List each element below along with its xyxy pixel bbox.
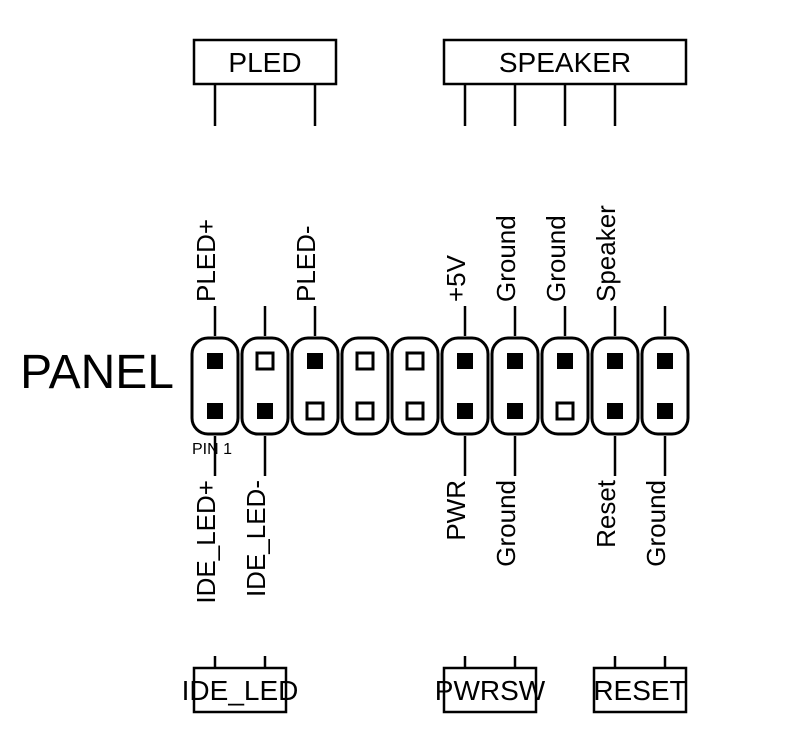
pin-filled (457, 403, 473, 419)
group-label-bottom: PWRSW (435, 675, 546, 706)
pin-label-bottom: PWR (441, 480, 471, 541)
pin-label-top: +5V (441, 254, 471, 302)
panel-title: PANEL (20, 346, 174, 399)
pin-filled (507, 353, 523, 369)
pin-filled (657, 353, 673, 369)
group-label-top: PLED (228, 47, 301, 78)
pin-label-top: PLED+ (191, 219, 221, 302)
pin-filled (257, 403, 273, 419)
pin-label-bottom: IDE_LED- (241, 480, 271, 597)
group-label-bottom: RESET (593, 675, 686, 706)
group-label-bottom: IDE_LED (182, 675, 299, 706)
pin-column-outline (592, 338, 638, 434)
pin-filled (557, 353, 573, 369)
pin-label-top: PLED- (291, 225, 321, 302)
pin-column-outline (492, 338, 538, 434)
group-label-top: SPEAKER (499, 47, 631, 78)
pin-filled (207, 353, 223, 369)
pin-label-top: Ground (541, 215, 571, 302)
pin-filled (657, 403, 673, 419)
pin-label-top: Speaker (591, 205, 621, 302)
pin-filled (457, 353, 473, 369)
pin-label-bottom: Ground (491, 480, 521, 567)
pin-filled (207, 403, 223, 419)
pin-hollow (557, 403, 573, 419)
pin-hollow (407, 353, 423, 369)
pin-hollow (407, 403, 423, 419)
pin1-label: PIN 1 (192, 441, 232, 458)
pin-label-bottom: IDE_LED+ (191, 480, 221, 604)
pin-label-bottom: Ground (641, 480, 671, 567)
pin-hollow (357, 403, 373, 419)
pin-filled (607, 403, 623, 419)
pin-column-outline (442, 338, 488, 434)
pin-column-outline (192, 338, 238, 434)
pin-filled (307, 353, 323, 369)
panel-pinout-diagram: PANEL PIN 1 PLED+ PLED- +5V Ground Ground Speak… (0, 0, 800, 744)
pin-filled (607, 353, 623, 369)
pin-hollow (357, 353, 373, 369)
pin-filled (507, 403, 523, 419)
pin-hollow (307, 403, 323, 419)
pin-label-top: Ground (491, 215, 521, 302)
pin-hollow (257, 353, 273, 369)
pin-label-bottom: Reset (591, 479, 621, 548)
pin-column-outline (642, 338, 688, 434)
